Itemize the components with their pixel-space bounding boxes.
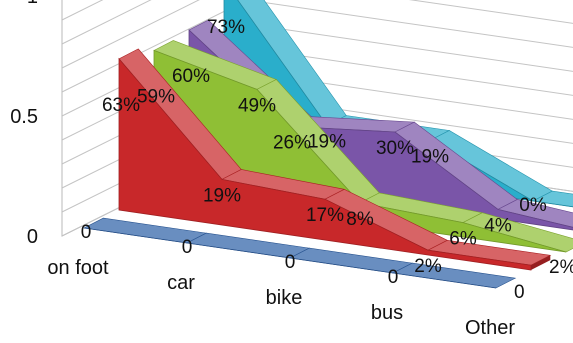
series-top-face bbox=[532, 190, 573, 208]
series-end-cap bbox=[531, 255, 551, 270]
data-label: 2% bbox=[549, 257, 573, 278]
data-label: 2% bbox=[414, 256, 442, 277]
data-label: 17% bbox=[306, 205, 344, 226]
data-label: 49% bbox=[238, 95, 276, 116]
data-label: 0 bbox=[81, 222, 92, 243]
data-label: 0 bbox=[285, 252, 296, 273]
x-axis: on foot car bike bus Other bbox=[47, 257, 515, 339]
data-label: 6% bbox=[449, 229, 477, 250]
series-area bbox=[83, 227, 497, 289]
series-1 bbox=[118, 48, 552, 271]
data-label: 73% bbox=[207, 17, 245, 38]
x-tick-label: Other bbox=[465, 317, 515, 339]
data-label: 0 bbox=[182, 237, 193, 258]
data-label: 0 bbox=[514, 282, 525, 303]
x-tick-label: on foot bbox=[47, 257, 109, 279]
data-labels: 0000063%19%17%2%2%59%49%8%6%060%26%30%4%… bbox=[81, 17, 573, 303]
x-tick-label: bike bbox=[266, 287, 303, 309]
data-label: 4% bbox=[484, 215, 512, 236]
data-label: 30% bbox=[376, 138, 414, 159]
data-label: 19% bbox=[411, 146, 449, 167]
data-label: 19% bbox=[203, 185, 241, 206]
data-label: 0% bbox=[519, 195, 547, 216]
gridline bbox=[61, 0, 152, 45]
series-end-cap bbox=[496, 278, 516, 288]
series-0 bbox=[83, 217, 517, 289]
data-label: 59% bbox=[137, 86, 175, 107]
y-tick-label: 0.5 bbox=[10, 106, 38, 128]
data-label: 19% bbox=[308, 131, 346, 152]
data-label: 60% bbox=[172, 66, 210, 87]
data-label: 8% bbox=[346, 209, 374, 230]
y-axis: 00.51 bbox=[10, 0, 38, 248]
data-label: 26% bbox=[273, 133, 311, 154]
series-area bbox=[118, 57, 532, 271]
gridline bbox=[61, 0, 573, 69]
data-label: 0 bbox=[388, 267, 399, 288]
y-tick-label: 0 bbox=[27, 226, 38, 248]
data-label: 63% bbox=[102, 95, 140, 116]
x-tick-label: bus bbox=[371, 302, 403, 324]
y-tick-label: 1 bbox=[27, 0, 38, 8]
x-tick-label: car bbox=[167, 272, 195, 294]
